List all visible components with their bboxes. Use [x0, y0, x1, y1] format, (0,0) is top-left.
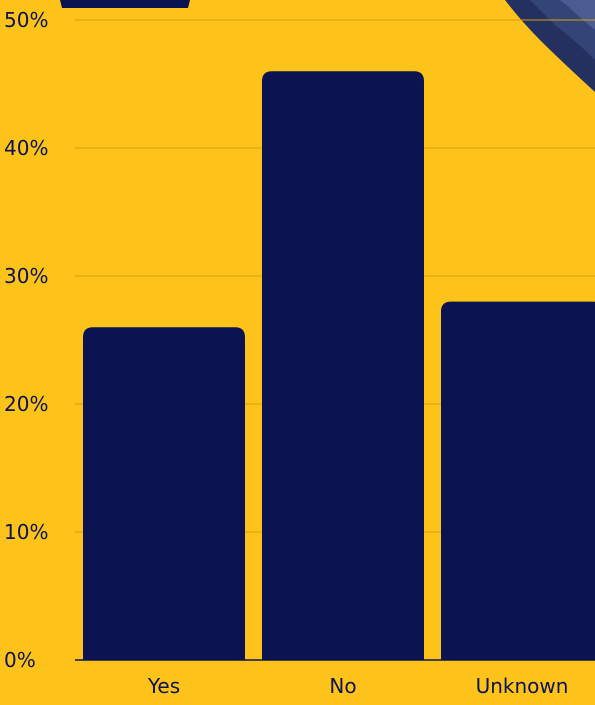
corner-photo-decoration — [505, 0, 595, 92]
y-tick-label: 40% — [4, 136, 48, 160]
y-tick-label: 20% — [4, 392, 48, 416]
bar-unknown — [441, 301, 595, 660]
x-axis: Yes No Unknown — [147, 674, 569, 698]
title-fragment — [60, 0, 190, 8]
x-category-label: Yes — [147, 674, 180, 698]
bar-yes — [83, 327, 245, 660]
y-tick-label: 30% — [4, 264, 48, 288]
bar-no — [262, 71, 424, 660]
y-tick-label: 10% — [4, 520, 48, 544]
x-category-label: Unknown — [476, 674, 569, 698]
y-tick-label: 0% — [4, 648, 36, 672]
y-tick-label: 50% — [4, 8, 48, 32]
x-category-label: No — [329, 674, 356, 698]
bars — [83, 71, 595, 660]
y-axis: 0% 10% 20% 30% 40% 50% — [4, 8, 48, 672]
